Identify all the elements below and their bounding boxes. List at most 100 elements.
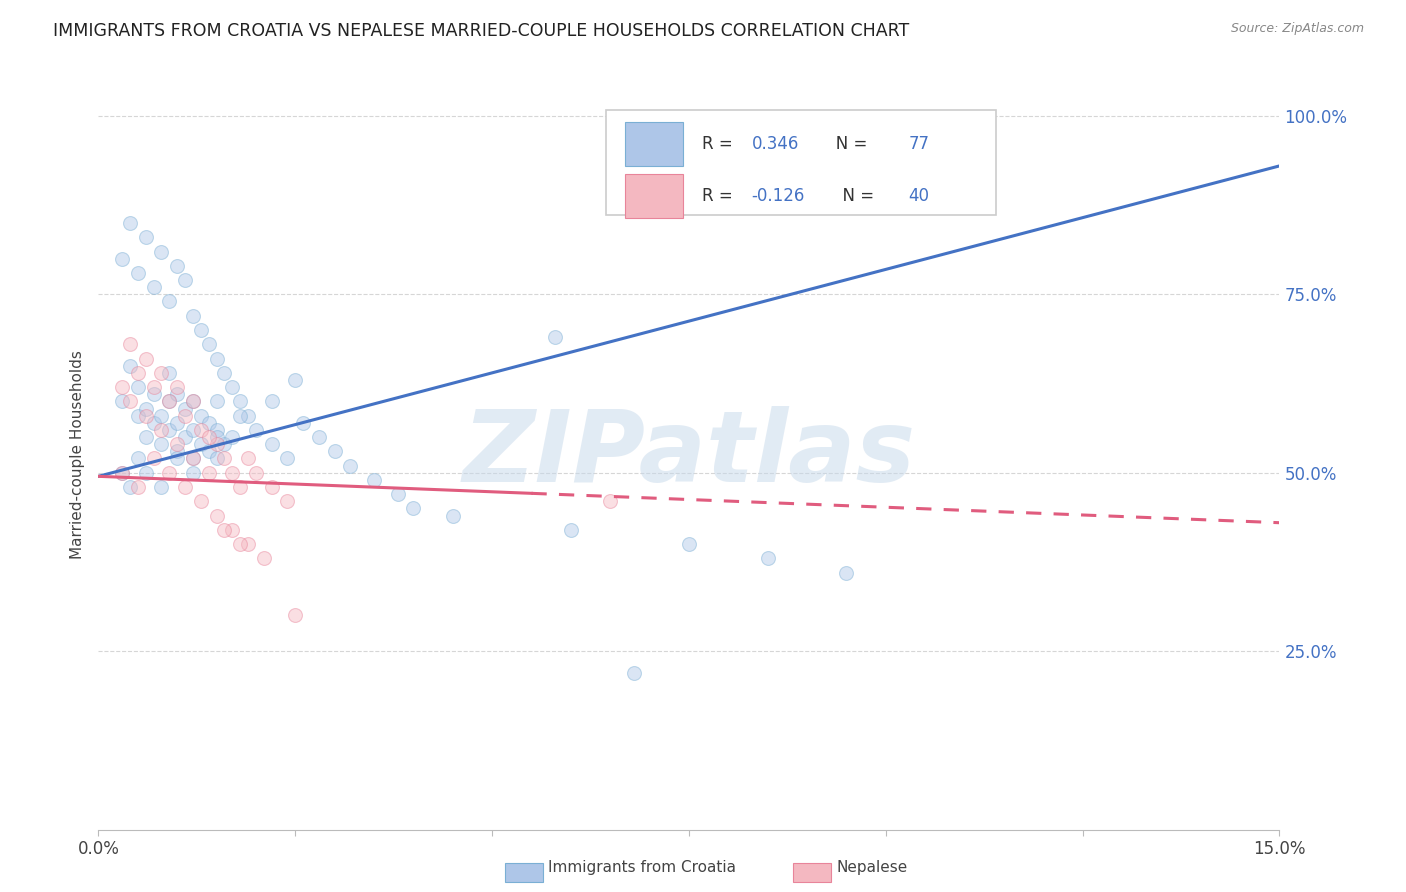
Point <box>157 394 180 409</box>
Point <box>181 451 204 466</box>
Point <box>544 330 567 344</box>
FancyBboxPatch shape <box>606 111 995 215</box>
Point <box>205 423 228 437</box>
Point <box>150 437 173 451</box>
Point <box>166 416 188 430</box>
Point <box>205 437 228 451</box>
Point <box>205 394 228 409</box>
Point <box>135 401 157 416</box>
Text: R =: R = <box>702 135 744 153</box>
Point <box>127 366 149 380</box>
Point <box>157 466 180 480</box>
Point <box>166 387 188 401</box>
Point <box>221 523 243 537</box>
Point <box>181 423 204 437</box>
Point <box>157 294 180 309</box>
Point <box>245 466 267 480</box>
Point <box>118 216 141 230</box>
Point <box>174 480 197 494</box>
Point <box>150 409 173 423</box>
Text: -0.126: -0.126 <box>752 187 804 205</box>
Point <box>323 444 346 458</box>
Point <box>835 566 858 580</box>
Point <box>214 523 236 537</box>
Point <box>174 273 197 287</box>
Point <box>308 430 330 444</box>
Point <box>197 416 219 430</box>
Point <box>253 551 276 566</box>
Point <box>142 280 165 294</box>
Point <box>181 394 204 409</box>
Text: 77: 77 <box>908 135 929 153</box>
Point <box>678 537 700 551</box>
Point <box>150 480 173 494</box>
Point <box>229 394 252 409</box>
Point <box>214 451 236 466</box>
Point <box>111 466 134 480</box>
Point <box>197 466 219 480</box>
Point <box>284 608 307 623</box>
Point <box>190 409 212 423</box>
Point <box>150 366 173 380</box>
Point <box>197 337 219 351</box>
Point <box>197 444 219 458</box>
Point <box>623 665 645 680</box>
Point <box>229 537 252 551</box>
Point <box>174 401 197 416</box>
Point <box>560 523 582 537</box>
Point <box>260 480 283 494</box>
Point <box>135 409 157 423</box>
Point <box>190 494 212 508</box>
Point <box>150 244 173 259</box>
FancyBboxPatch shape <box>626 174 683 219</box>
Point <box>150 423 173 437</box>
Point <box>142 387 165 401</box>
Point <box>157 423 180 437</box>
Point <box>166 259 188 273</box>
Point <box>111 252 134 266</box>
Text: N =: N = <box>832 187 879 205</box>
Point <box>260 394 283 409</box>
Point <box>118 394 141 409</box>
Point <box>214 366 236 380</box>
Text: ZIPatlas: ZIPatlas <box>463 407 915 503</box>
Point <box>118 337 141 351</box>
Point <box>363 473 385 487</box>
Point <box>339 458 361 473</box>
Text: R =: R = <box>702 187 738 205</box>
Point <box>166 437 188 451</box>
Point <box>111 394 134 409</box>
Point <box>236 409 259 423</box>
Point <box>181 309 204 323</box>
Point <box>142 451 165 466</box>
Point <box>197 430 219 444</box>
Point <box>127 480 149 494</box>
Text: 0.346: 0.346 <box>752 135 799 153</box>
Point <box>402 501 425 516</box>
Point <box>174 430 197 444</box>
Point <box>135 230 157 244</box>
Point <box>260 437 283 451</box>
Point <box>135 430 157 444</box>
Point <box>387 487 409 501</box>
Point <box>190 423 212 437</box>
Point <box>142 380 165 394</box>
Y-axis label: Married-couple Households: Married-couple Households <box>69 351 84 559</box>
Text: N =: N = <box>820 135 873 153</box>
Text: Immigrants from Croatia: Immigrants from Croatia <box>548 860 737 874</box>
Point <box>174 409 197 423</box>
Point <box>276 451 298 466</box>
Text: Nepalese: Nepalese <box>837 860 908 874</box>
Point <box>135 466 157 480</box>
Point <box>127 266 149 280</box>
Point <box>181 451 204 466</box>
Point <box>166 444 188 458</box>
Point <box>205 430 228 444</box>
Point <box>276 494 298 508</box>
Text: 40: 40 <box>908 187 929 205</box>
Point <box>236 451 259 466</box>
Point <box>229 409 252 423</box>
Point <box>284 373 307 387</box>
Point <box>127 380 149 394</box>
Point <box>111 466 134 480</box>
